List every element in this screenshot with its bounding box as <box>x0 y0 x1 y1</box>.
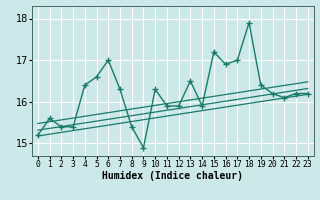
X-axis label: Humidex (Indice chaleur): Humidex (Indice chaleur) <box>102 171 243 181</box>
